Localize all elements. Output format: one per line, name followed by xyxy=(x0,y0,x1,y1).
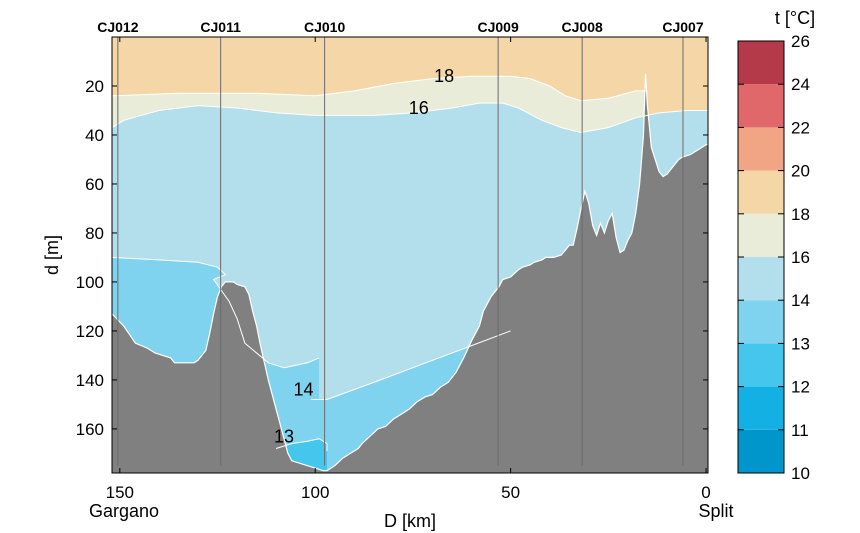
y-axis-ticks: 20 40 60 80 100 120 140 160 xyxy=(76,77,708,439)
colorbar: 10 11 12 13 14 16 18 20 22 24 26 t [°C] xyxy=(737,8,815,483)
plot-frame xyxy=(111,36,709,474)
isoline-14-left xyxy=(111,256,320,369)
isotherm-label-18: 18 xyxy=(434,66,454,86)
colorbar-tick-label: 11 xyxy=(791,421,809,440)
station-label-cj007: CJ007 xyxy=(662,19,703,35)
isotherm-label-13: 13 xyxy=(274,426,294,446)
colorbar-blocks xyxy=(738,41,784,473)
colorbar-tick-label: 12 xyxy=(791,378,810,397)
isotherm-label-16: 16 xyxy=(409,98,429,118)
colorbar-tick-label: 18 xyxy=(791,205,810,224)
isoline-18 xyxy=(111,75,648,102)
y-tick-label: 80 xyxy=(85,224,104,243)
x-axis-ticks: 150 100 50 0 xyxy=(106,37,711,502)
colorbar-block-12-13 xyxy=(738,343,784,387)
isoline-13 xyxy=(275,438,328,451)
colorbar-block-18-20 xyxy=(738,170,784,214)
isotherm-label-14: 14 xyxy=(293,380,313,400)
colorbar-tick-label: 24 xyxy=(791,75,810,94)
y-tick-label: 40 xyxy=(85,126,104,145)
y-tick-label: 100 xyxy=(76,273,104,292)
station-label-cj009: CJ009 xyxy=(477,19,518,35)
station-label-cj011: CJ011 xyxy=(200,19,241,35)
colorbar-block-11-12 xyxy=(738,386,784,430)
colorbar-title: t [°C] xyxy=(775,8,815,28)
isoline-16 xyxy=(111,102,708,134)
x-tick-label: 100 xyxy=(301,483,329,502)
station-label-cj008: CJ008 xyxy=(562,19,603,35)
colorbar-tick-label: 20 xyxy=(791,162,810,181)
x-axis-label: D [km] xyxy=(384,511,436,531)
colorbar-tick-label: 13 xyxy=(791,334,810,353)
x-end-label-right: Split xyxy=(698,501,733,521)
colorbar-tick-label: 10 xyxy=(791,464,810,483)
colorbar-tick-label: 14 xyxy=(791,291,810,310)
seabed xyxy=(112,73,708,473)
y-tick-label: 140 xyxy=(76,371,104,390)
colorbar-block-14-16 xyxy=(738,257,784,301)
colorbar-ticks: 10 11 12 13 14 16 18 20 22 24 26 xyxy=(738,32,810,483)
colorbar-block-10-11 xyxy=(738,429,784,473)
x-tick-label: 0 xyxy=(701,483,710,502)
colorbar-tick-label: 16 xyxy=(791,248,810,267)
colorbar-tick-label: 22 xyxy=(791,118,810,137)
y-tick-label: 160 xyxy=(76,420,104,439)
x-tick-label: 150 xyxy=(106,483,134,502)
station-labels: CJ012 CJ011 CJ010 CJ009 CJ008 CJ007 xyxy=(97,19,704,35)
seabed-outline xyxy=(111,73,708,472)
colorbar-block-22-24 xyxy=(738,84,784,128)
colorbar-block-13-14 xyxy=(738,300,784,344)
station-label-cj012: CJ012 xyxy=(97,19,138,35)
colorbar-block-24-26 xyxy=(738,41,784,85)
y-tick-label: 60 xyxy=(85,175,104,194)
isotherm-lines xyxy=(111,73,708,472)
x-tick-label: 50 xyxy=(501,483,520,502)
x-end-label-left: Gargano xyxy=(89,501,159,521)
colorbar-block-16-18 xyxy=(738,213,784,257)
y-tick-label: 20 xyxy=(85,77,104,96)
y-axis-label: d [m] xyxy=(42,235,62,275)
station-label-cj010: CJ010 xyxy=(304,19,345,35)
colorbar-block-20-22 xyxy=(738,127,784,171)
station-lines xyxy=(117,37,684,466)
colorbar-tick-label: 26 xyxy=(791,32,810,51)
y-tick-label: 120 xyxy=(76,322,104,341)
